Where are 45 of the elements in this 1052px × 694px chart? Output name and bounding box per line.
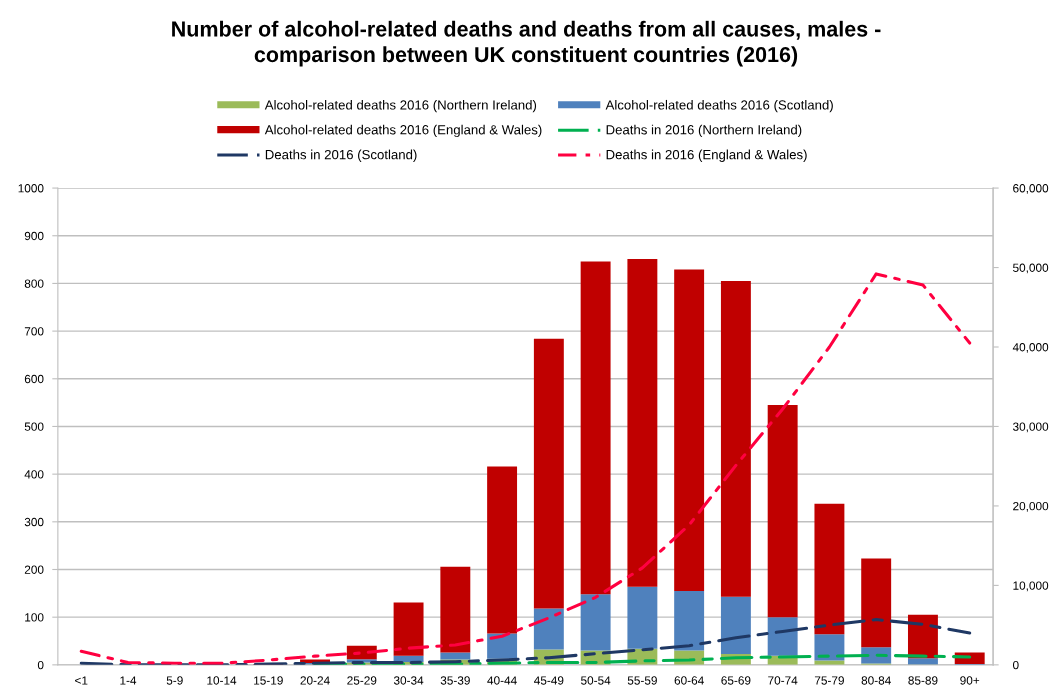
x-tick-label: 55-59 [627, 676, 657, 685]
x-tick-label: 75-79 [814, 676, 844, 685]
legend-label: Deaths in 2016 (England & Wales) [606, 149, 807, 162]
y2-tick-label: 60,000 [1013, 184, 1049, 194]
y-tick-label: 600 [24, 374, 44, 384]
x-tick-label: 90+ [960, 676, 980, 685]
y2-tick-label: 10,000 [1013, 581, 1049, 592]
x-tick-label: 15-19 [254, 676, 283, 685]
x-tick-label: 30-34 [393, 676, 424, 685]
y-tick-label: 200 [24, 565, 44, 574]
y2-tick-label: 40,000 [1012, 343, 1049, 353]
y-tick-label: 400 [24, 470, 44, 479]
legend-label: Alcohol-related deaths 2016 (Scotland) [605, 99, 833, 113]
y-tick-label: 700 [24, 327, 44, 336]
x-tick-label: 1-4 [120, 676, 137, 685]
y2-tick-label: 0 [1012, 660, 1019, 670]
y-tick-label: 0 [37, 660, 44, 670]
x-tick-label: 35-39 [440, 676, 470, 685]
y-tick-label: 800 [24, 279, 44, 288]
x-tick-label: <1 [75, 676, 88, 685]
y2-tick-label: 20,000 [1013, 501, 1049, 512]
y-tick-label: 1000 [18, 184, 44, 193]
legend-label: Deaths in 2016 (Northern Ireland) [606, 124, 802, 138]
x-tick-label: 50-54 [580, 676, 611, 685]
x-tick-label: 60-64 [674, 676, 704, 685]
chart-title: Number of alcohol-related deaths and deaths from all causes, males - comparison between UK constituent countries (2016) [172, 20, 881, 67]
x-tick-label: 70-74 [768, 676, 798, 685]
y2-tick-label: 30,000 [1012, 422, 1049, 433]
x-tick-label: 40-44 [487, 676, 517, 685]
legend-label: Alcohol-related deaths 2016 (England & Wales) [264, 124, 542, 138]
x-tick-label: 45-49 [534, 676, 564, 685]
x-tick-label: 20-24 [300, 676, 330, 685]
legend-label: Deaths in 2016 (Scotland) [265, 149, 417, 162]
y-tick-label: 100 [25, 613, 44, 622]
x-tick-label: 80-84 [861, 676, 891, 685]
x-tick-label: 65-69 [721, 676, 751, 685]
x-tick-label: 5-9 [166, 676, 183, 685]
legend-label: Alcohol-related deaths 2016 (Northern Ireland) [264, 99, 537, 113]
y-tick-label: 500 [24, 422, 44, 431]
y2-tick-label: 50,000 [1013, 263, 1049, 274]
x-tick-label: 85-89 [908, 676, 938, 685]
y-tick-label: 900 [24, 231, 44, 241]
x-tick-label: 10-14 [207, 676, 237, 685]
y-tick-label: 300 [24, 517, 44, 527]
x-tick-label: 25-29 [347, 676, 377, 685]
